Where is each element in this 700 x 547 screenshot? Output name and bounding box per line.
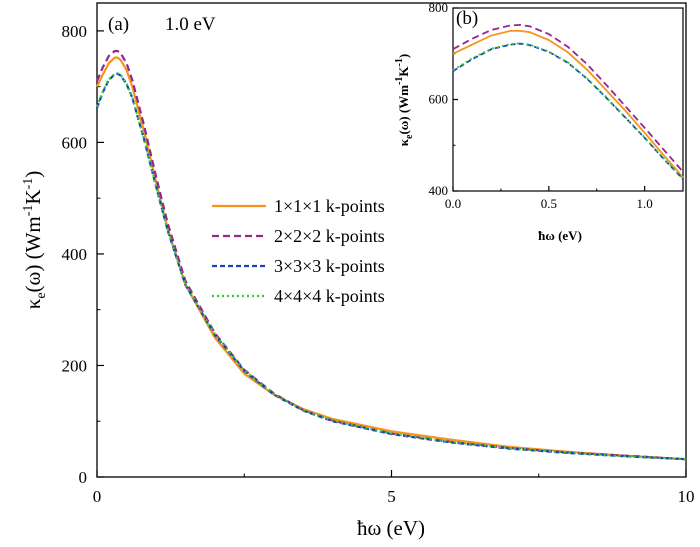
inset-series-line-3: [452, 42, 684, 180]
main-x-tick-label: 10: [678, 487, 695, 506]
inset-series-line-1: [452, 30, 684, 178]
legend: 1×1×1 k-points 2×2×2 k-points 3×3×3 k-poin…: [212, 196, 385, 306]
main-x-tick-label: 0: [93, 487, 102, 506]
main-y-tick-label: 600: [62, 133, 88, 152]
main-x-tick-label: 5: [387, 487, 396, 506]
legend-label-2: 2×2×2 k-points: [274, 226, 385, 246]
inset-x-tick-label: 1.0: [637, 196, 653, 211]
inset-series-line-2: [452, 24, 684, 173]
main-y-tick-label: 400: [62, 245, 88, 264]
inset-axis-ticks: 0.0 0.5 1.0 400 600 800: [429, 0, 653, 211]
inset-background: [453, 8, 683, 191]
main-series-line-4: [95, 72, 687, 461]
legend-label-3: 3×3×3 k-points: [274, 256, 385, 276]
main-y-tick-label: 200: [62, 356, 88, 375]
inset-y-tick-label: 400: [429, 183, 449, 198]
legend-label-1: 1×1×1 k-points: [274, 196, 385, 216]
inset-x-axis-label: ħω (eV): [538, 228, 582, 243]
main-axis-ticks: 0 5 10 0 200 400 600 800: [62, 22, 695, 506]
main-y-tick-label: 800: [62, 22, 88, 41]
main-y-axis-label: κe(ω) (Wm-1K-1): [21, 171, 49, 310]
main-x-axis-label: ħω (eV): [357, 516, 425, 540]
inset-x-tick-label: 0.0: [445, 196, 461, 211]
inset-series-lines: [452, 24, 684, 180]
main-series-lines: [95, 49, 687, 461]
inset-x-tick-label: 0.5: [541, 196, 557, 211]
main-chart: 0 5 10 0 200 400 600 800 (a) 1.0 eV ħω (eV) κe(…: [21, 2, 695, 540]
inset-y-tick-label: 800: [429, 0, 449, 15]
inset-chart: 0.0 0.5 1.0 400 600 800 (b) ħω (eV) κe(ω) (Wm…: [394, 0, 684, 243]
inset-panel-label: (b): [456, 8, 478, 29]
legend-label-4: 4×4×4 k-points: [274, 286, 385, 306]
main-y-tick-label: 0: [79, 468, 88, 487]
main-panel-label: (a): [108, 14, 129, 35]
main-annotation: 1.0 eV: [165, 14, 216, 35]
inset-y-axis-label: κe(ω) (Wm-1K-1): [394, 54, 415, 146]
inset-y-tick-label: 600: [429, 92, 449, 107]
